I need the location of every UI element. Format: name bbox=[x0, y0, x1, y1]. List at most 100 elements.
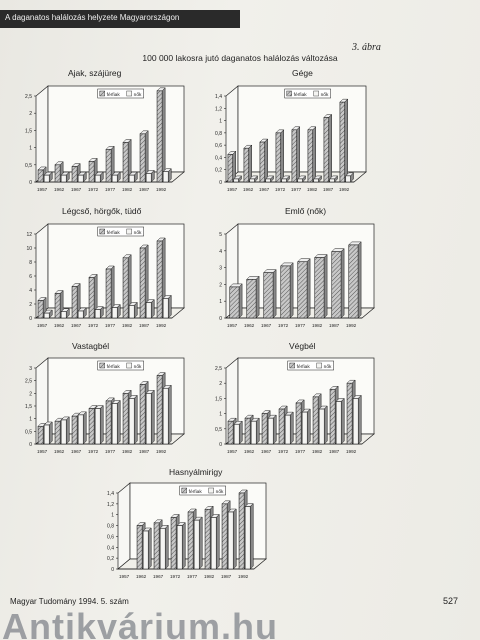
bar-nok bbox=[60, 419, 67, 445]
panel-title-vastagbel: Vastagbél bbox=[72, 341, 110, 351]
legend-label-ferfiak: férfiak bbox=[294, 92, 308, 98]
figure-label: 3. ábra bbox=[352, 42, 381, 53]
x-tick-label: 1967 bbox=[261, 323, 272, 328]
bar-ferfiak bbox=[139, 247, 146, 319]
panel-title-emlo: Emlő (nők) bbox=[285, 206, 327, 216]
bar-ferfiak bbox=[156, 375, 163, 445]
bar-value-side bbox=[255, 275, 260, 319]
bar-nok-side bbox=[255, 417, 260, 445]
figure-title: 100 000 lakosra jutó daganatos halálozás… bbox=[142, 53, 338, 63]
bar-value bbox=[331, 251, 342, 319]
y-tick-label: 1,2 bbox=[215, 106, 222, 112]
x-tick-label: 1992 bbox=[156, 323, 167, 328]
y-tick-label: 2,5 bbox=[25, 379, 32, 385]
x-tick-label: 1987 bbox=[139, 323, 150, 328]
x-tick-label: 1982 bbox=[122, 187, 133, 192]
x-tick-label: 1962 bbox=[54, 449, 65, 454]
bar-ferfiak-side bbox=[328, 113, 332, 183]
bar-ferfiak bbox=[339, 101, 346, 183]
y-tick-label: 0,6 bbox=[107, 534, 114, 540]
bar-ferfiak bbox=[156, 90, 163, 183]
bar-ferfiak-side bbox=[312, 126, 316, 183]
x-tick-label: 1967 bbox=[71, 323, 82, 328]
chart-gege: 0 0,2 0,4 0,6 0,8 1 1,2 1,4 1957 1962 1967 1972 1977… bbox=[215, 85, 367, 192]
bar-nok bbox=[265, 178, 271, 183]
legend-swatch-ferfiak bbox=[181, 487, 187, 494]
bar-value-side bbox=[306, 258, 311, 319]
bar-nok bbox=[313, 178, 319, 183]
bar-nok bbox=[142, 530, 149, 570]
bar-nok-side bbox=[133, 394, 138, 445]
y-tick-label: 0,8 bbox=[107, 524, 114, 530]
bar-ferfiak bbox=[329, 388, 336, 445]
bar-ferfiak-side bbox=[280, 129, 284, 183]
y-tick-label: 1,2 bbox=[107, 502, 114, 508]
y-tick-label: 1 bbox=[29, 146, 32, 152]
bar-nok-side bbox=[232, 508, 237, 570]
bar-value bbox=[297, 261, 308, 319]
y-tick-label: 2 bbox=[219, 381, 222, 387]
legend-box bbox=[287, 360, 334, 371]
x-tick-label: 1982 bbox=[312, 323, 323, 328]
page-number: 527 bbox=[443, 596, 459, 606]
bar-nok-side bbox=[82, 411, 87, 445]
y-tick-label: 1,5 bbox=[25, 128, 32, 134]
bar-nok-side bbox=[167, 294, 172, 319]
x-tick-label: 1987 bbox=[329, 323, 340, 328]
bar-nok-side bbox=[133, 301, 138, 319]
bar-nok bbox=[284, 414, 291, 445]
bar-ferfiak bbox=[139, 384, 146, 445]
bar-ferfiak bbox=[187, 511, 194, 570]
chart-vegbel: 0 0,5 1 1,5 2 2,5 1957 1962 1967 1972 1977 1982 1987… bbox=[215, 357, 375, 454]
bar-nok bbox=[60, 311, 67, 319]
x-tick-label: 1967 bbox=[71, 449, 82, 454]
y-tick-label: 1 bbox=[219, 299, 222, 305]
bar-ferfiak bbox=[37, 300, 44, 319]
bar-ferfiak bbox=[275, 132, 282, 183]
panel-title-vegbel: Végbél bbox=[289, 341, 316, 351]
x-tick-label: 1977 bbox=[105, 187, 116, 192]
x-tick-label: 1962 bbox=[243, 187, 254, 192]
bar-ferfiak bbox=[312, 396, 319, 445]
bar-nok-side bbox=[215, 513, 220, 570]
bar-nok bbox=[162, 387, 169, 445]
legend-label-ferfiak: férfiak bbox=[107, 92, 121, 98]
bar-nok bbox=[335, 401, 342, 445]
running-header: A daganatos halálozás helyzete Magyarors… bbox=[0, 10, 240, 28]
x-tick-label: 1957 bbox=[37, 187, 48, 192]
x-tick-label: 1972 bbox=[275, 187, 286, 192]
legend-swatch-nok bbox=[208, 487, 214, 494]
bar-nok bbox=[250, 420, 257, 445]
bar-nok bbox=[43, 312, 50, 319]
bar-nok bbox=[77, 414, 84, 445]
y-tick-label: 0,5 bbox=[215, 427, 222, 433]
legend-label-ferfiak: férfiak bbox=[189, 489, 203, 495]
x-tick-label: 1977 bbox=[105, 323, 116, 328]
bar-ferfiak bbox=[71, 415, 78, 445]
y-tick-label: 0,4 bbox=[215, 155, 222, 161]
y-tick-label: 3 bbox=[29, 366, 32, 372]
chart-ajak-szajureg: 0 0,5 1 1,5 2 2,5 1957 1962 1967 1972 1977 1982 1987… bbox=[25, 85, 185, 192]
y-tick-label: 4 bbox=[219, 249, 222, 255]
x-tick-label: 1972 bbox=[88, 187, 99, 192]
bar-nok-side bbox=[340, 397, 345, 445]
x-tick-label: 1987 bbox=[323, 187, 334, 192]
y-tick-label: 0 bbox=[219, 316, 222, 322]
bar-nok-side bbox=[150, 389, 155, 445]
bar-nok bbox=[94, 174, 101, 183]
bar-ferfiak bbox=[170, 517, 177, 570]
y-tick-label: 2 bbox=[219, 282, 222, 288]
x-tick-label: 1962 bbox=[54, 187, 65, 192]
bar-ferfiak bbox=[122, 393, 129, 445]
x-tick-label: 1992 bbox=[156, 187, 167, 192]
y-tick-label: 2,5 bbox=[215, 366, 222, 372]
bar-nok bbox=[297, 178, 303, 183]
x-tick-label: 1957 bbox=[227, 187, 238, 192]
x-tick-label: 1992 bbox=[346, 323, 357, 328]
running-header-text: A daganatos halálozás helyzete Magyarors… bbox=[5, 13, 180, 22]
bar-nok bbox=[267, 417, 274, 445]
bar-nok-side bbox=[116, 399, 121, 445]
x-tick-label: 1987 bbox=[329, 449, 340, 454]
y-tick-label: 1,4 bbox=[107, 491, 114, 497]
legend-label-ferfiak: férfiak bbox=[107, 230, 121, 236]
